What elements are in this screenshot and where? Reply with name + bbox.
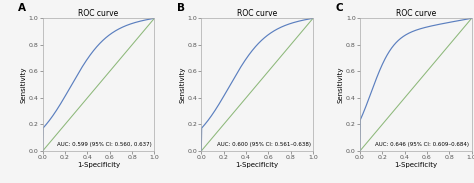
Title: ROC curve: ROC curve bbox=[78, 9, 118, 18]
Text: AUC: 0.600 (95% CI: 0.561–0.638): AUC: 0.600 (95% CI: 0.561–0.638) bbox=[217, 142, 311, 147]
Title: ROC curve: ROC curve bbox=[396, 9, 436, 18]
Text: B: B bbox=[177, 3, 185, 13]
Text: A: A bbox=[18, 3, 26, 13]
Y-axis label: Sensitivity: Sensitivity bbox=[338, 66, 344, 103]
Y-axis label: Sensitivity: Sensitivity bbox=[20, 66, 27, 103]
X-axis label: 1-Specificity: 1-Specificity bbox=[77, 162, 120, 168]
Title: ROC curve: ROC curve bbox=[237, 9, 277, 18]
Text: AUC: 0.599 (95% CI: 0.560, 0.637): AUC: 0.599 (95% CI: 0.560, 0.637) bbox=[57, 142, 152, 147]
Y-axis label: Sensitivity: Sensitivity bbox=[179, 66, 185, 103]
Text: AUC: 0.646 (95% CI: 0.609–0.684): AUC: 0.646 (95% CI: 0.609–0.684) bbox=[375, 142, 469, 147]
X-axis label: 1-Specificity: 1-Specificity bbox=[236, 162, 279, 168]
Text: C: C bbox=[335, 3, 343, 13]
X-axis label: 1-Specificity: 1-Specificity bbox=[394, 162, 438, 168]
